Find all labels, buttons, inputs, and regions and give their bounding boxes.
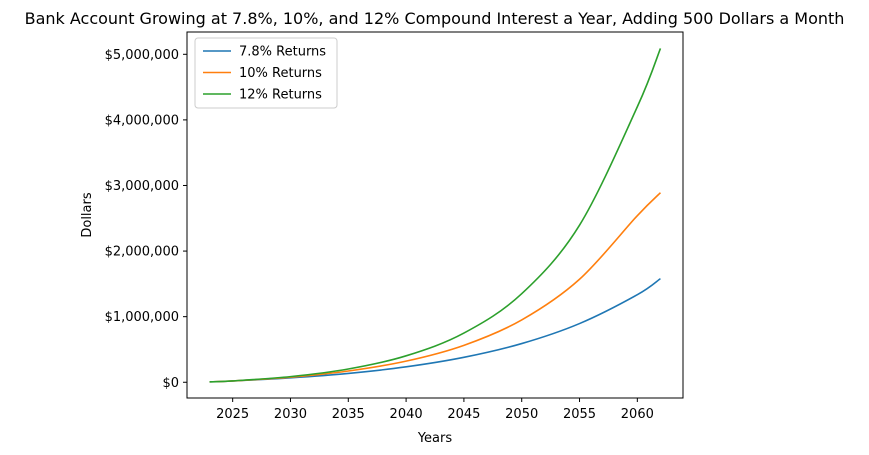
- x-tick-label: 2045: [447, 407, 480, 422]
- y-tick-label: $0: [162, 376, 179, 391]
- plot-lines: [209, 48, 662, 383]
- legend-label: 10% Returns: [239, 66, 322, 81]
- legend-label: 7.8% Returns: [239, 45, 326, 60]
- series-line-0: [209, 277, 661, 383]
- y-axis-label: Dollars: [80, 192, 95, 237]
- series-line-2: [209, 48, 662, 383]
- x-tick-label: 2040: [390, 407, 423, 422]
- y-tick-label: $1,000,000: [105, 310, 179, 325]
- y-tick-label: $4,000,000: [105, 113, 179, 128]
- x-tick-label: 2030: [274, 407, 307, 422]
- x-tick-label: 2055: [563, 407, 596, 422]
- x-tick-label: 2035: [332, 407, 365, 422]
- plot-frame: [186, 31, 684, 399]
- legend: 7.8% Returns 10% Returns 12% Returns: [194, 37, 338, 109]
- x-axis-label: Years: [417, 431, 453, 446]
- x-tick-label: 2060: [621, 407, 654, 422]
- y-tick-label: $3,000,000: [105, 179, 179, 194]
- x-tick-label: 2025: [216, 407, 249, 422]
- chart-title: Bank Account Growing at 7.8%, 10%, and 1…: [25, 9, 845, 28]
- x-tick-label: 2050: [505, 407, 538, 422]
- x-axis: 2025 2030 2035 2040 2045 2050 2055 2060: [216, 398, 654, 422]
- y-tick-label: $2,000,000: [105, 245, 179, 260]
- legend-box: [194, 37, 338, 109]
- y-axis: $0 $1,000,000 $2,000,000 $3,000,000 $4,000,0…: [105, 48, 187, 391]
- series-line-1: [209, 192, 662, 383]
- legend-label: 12% Returns: [239, 88, 322, 103]
- y-tick-label: $5,000,000: [105, 48, 179, 63]
